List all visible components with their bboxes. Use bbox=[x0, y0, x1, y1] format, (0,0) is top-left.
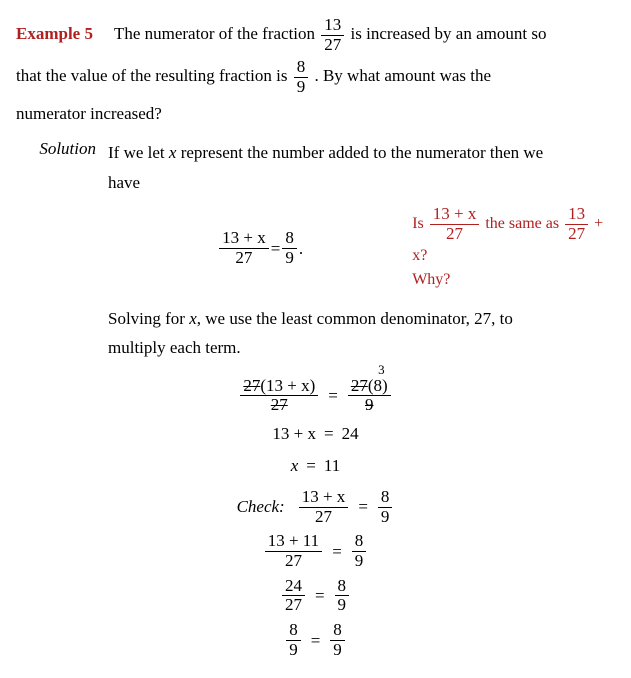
eq1-punct: . bbox=[299, 236, 303, 262]
solution-body: If we let x represent the number added t… bbox=[108, 136, 615, 199]
problem-frac-2: 8 9 bbox=[294, 58, 309, 96]
check1-rhs: 8 9 bbox=[378, 488, 393, 526]
problem-line-2: that the value of the resulting fraction… bbox=[16, 58, 615, 96]
equals-sign: = bbox=[311, 628, 321, 654]
solve-text-line-1: Solving for x, we use the least common d… bbox=[108, 306, 615, 332]
eq2-lhs: 27(13 + x) 27 bbox=[240, 377, 318, 415]
check-label: Check: bbox=[237, 494, 285, 520]
side-q-line-1: Is 13 + x 27 the same as 13 27 + x? bbox=[412, 205, 615, 267]
check2-rhs: 8 9 bbox=[352, 532, 367, 570]
side-question: Is 13 + x 27 the same as 13 27 + x? Why? bbox=[412, 205, 615, 291]
equals-sign: = bbox=[324, 421, 334, 447]
equals-sign: = bbox=[306, 453, 316, 479]
solution-intro-line-1: If we let x represent the number added t… bbox=[108, 140, 615, 166]
check3-rhs: 8 9 bbox=[335, 577, 350, 615]
problem-frac-1: 13 27 bbox=[321, 16, 344, 54]
eq3-lhs: 13 + x bbox=[272, 421, 316, 447]
problem-statement: Example 5 The numerator of the fraction … bbox=[16, 16, 615, 126]
eq1-lhs: 13 + x 27 bbox=[219, 229, 269, 267]
cancel-result-3: 3 bbox=[378, 363, 385, 377]
problem-text-2b: . By what amount was the bbox=[314, 66, 491, 85]
problem-line-3: numerator increased? bbox=[16, 101, 615, 127]
example-label: Example 5 bbox=[16, 24, 93, 43]
equals-sign: = bbox=[271, 236, 281, 262]
equation-4: x = 11 bbox=[16, 453, 615, 479]
side-q-frac-2: 13 27 bbox=[565, 205, 588, 243]
check1-lhs: 13 + x 27 bbox=[299, 488, 349, 526]
check-2: 13 + 11 27 = 8 9 bbox=[16, 532, 615, 570]
equals-sign: = bbox=[358, 494, 368, 520]
check2-lhs: 13 + 11 27 bbox=[265, 532, 322, 570]
check-4: 8 9 = 8 9 bbox=[16, 621, 615, 659]
solution-label: Solution bbox=[16, 136, 108, 199]
equals-sign: = bbox=[328, 383, 338, 409]
check-3: 24 27 = 8 9 bbox=[16, 577, 615, 615]
eq4-lhs: x bbox=[291, 453, 299, 479]
equals-sign: = bbox=[315, 583, 325, 609]
equation-3: 13 + x = 24 bbox=[16, 421, 615, 447]
check4-lhs: 8 9 bbox=[286, 621, 301, 659]
problem-text-1b: is increased by an amount so bbox=[351, 24, 547, 43]
side-q-frac-1: 13 + x 27 bbox=[430, 205, 480, 243]
solve-text-line-2: multiply each term. bbox=[108, 335, 615, 361]
check3-lhs: 24 27 bbox=[282, 577, 305, 615]
side-q-line-2: Why? bbox=[412, 268, 615, 292]
solve-text: Solving for x, we use the least common d… bbox=[16, 306, 615, 361]
eq1-rhs: 8 9 bbox=[282, 229, 297, 267]
equation-2: 27(13 + x) 27 = 3 27(8) 9 bbox=[16, 377, 615, 415]
problem-text-2a: that the value of the resulting fraction… bbox=[16, 66, 292, 85]
equation-1-row: 13 + x 27 = 8 9 . Is 13 + x 27 the same … bbox=[16, 205, 615, 291]
eq3-rhs: 24 bbox=[342, 421, 359, 447]
equals-sign: = bbox=[332, 539, 342, 565]
solution-block: Solution If we let x represent the numbe… bbox=[16, 136, 615, 199]
problem-line-1: Example 5 The numerator of the fraction … bbox=[16, 16, 615, 54]
equation-1: 13 + x 27 = 8 9 . bbox=[108, 229, 412, 267]
check4-rhs: 8 9 bbox=[330, 621, 345, 659]
eq4-rhs: 11 bbox=[324, 453, 340, 479]
problem-text-1a: The numerator of the fraction bbox=[114, 24, 319, 43]
check-1: Check: 13 + x 27 = 8 9 bbox=[16, 488, 615, 526]
solution-intro-line-2: have bbox=[108, 170, 615, 196]
eq2-rhs: 3 27(8) 9 bbox=[348, 377, 391, 415]
